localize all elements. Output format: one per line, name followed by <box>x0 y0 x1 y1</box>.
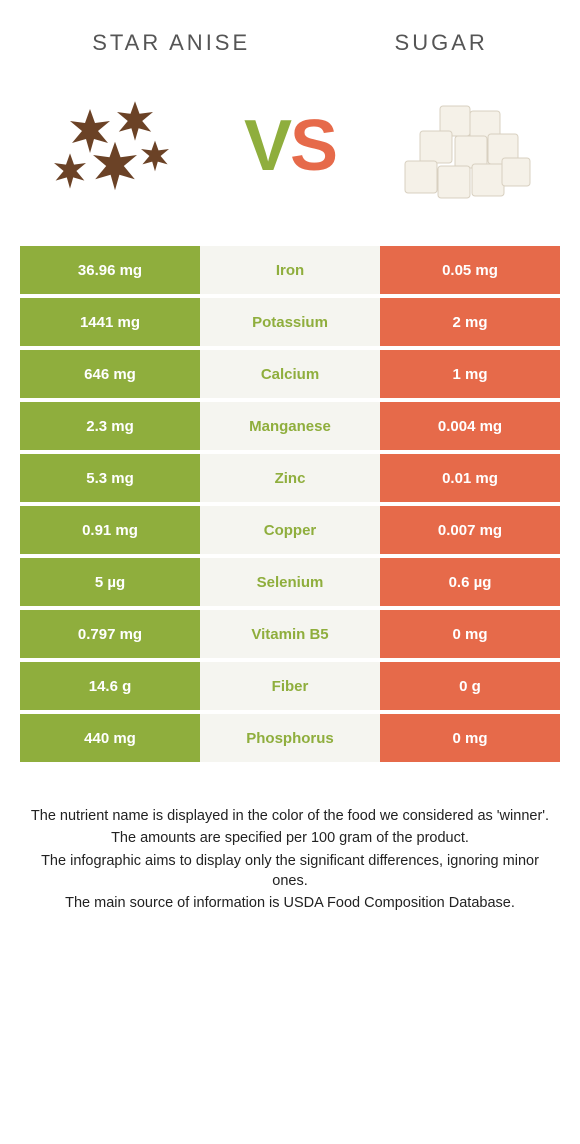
left-value-cell: 14.6 g <box>20 662 200 710</box>
right-value-cell: 0 g <box>380 662 560 710</box>
nutrient-label-cell: Manganese <box>200 402 380 450</box>
left-food-image <box>40 76 200 216</box>
left-value-cell: 2.3 mg <box>20 402 200 450</box>
left-value-cell: 440 mg <box>20 714 200 762</box>
nutrient-label-cell: Phosphorus <box>200 714 380 762</box>
table-row: 1441 mgPotassium2 mg <box>20 298 560 346</box>
footnote: The nutrient name is displayed in the co… <box>0 766 580 935</box>
footnote-line: The nutrient name is displayed in the co… <box>30 806 550 826</box>
sugar-cubes-icon <box>380 76 540 216</box>
table-row: 5 µgSelenium0.6 µg <box>20 558 560 606</box>
footnote-line: The infographic aims to display only the… <box>30 851 550 892</box>
left-value-cell: 0.91 mg <box>20 506 200 554</box>
left-value-cell: 36.96 mg <box>20 246 200 294</box>
table-row: 440 mgPhosphorus0 mg <box>20 714 560 762</box>
left-food-title: Star anise <box>92 30 250 56</box>
footnote-line: The main source of information is USDA F… <box>30 893 550 913</box>
nutrient-label-cell: Zinc <box>200 454 380 502</box>
nutrient-label-cell: Iron <box>200 246 380 294</box>
table-row: 14.6 gFiber0 g <box>20 662 560 710</box>
left-value-cell: 646 mg <box>20 350 200 398</box>
table-row: 36.96 mgIron0.05 mg <box>20 246 560 294</box>
left-value-cell: 0.797 mg <box>20 610 200 658</box>
right-value-cell: 2 mg <box>380 298 560 346</box>
left-value-cell: 5 µg <box>20 558 200 606</box>
right-value-cell: 0.004 mg <box>380 402 560 450</box>
left-value-cell: 1441 mg <box>20 298 200 346</box>
vs-label: VS <box>244 105 336 187</box>
right-value-cell: 0 mg <box>380 610 560 658</box>
right-value-cell: 0.007 mg <box>380 506 560 554</box>
footnote-line: The amounts are specified per 100 gram o… <box>30 828 550 848</box>
nutrient-label-cell: Selenium <box>200 558 380 606</box>
table-row: 0.91 mgCopper0.007 mg <box>20 506 560 554</box>
nutrient-table: 36.96 mgIron0.05 mg1441 mgPotassium2 mg6… <box>20 246 560 762</box>
table-row: 5.3 mgZinc0.01 mg <box>20 454 560 502</box>
right-food-title: Sugar <box>395 30 488 56</box>
right-value-cell: 0.01 mg <box>380 454 560 502</box>
right-value-cell: 1 mg <box>380 350 560 398</box>
table-row: 646 mgCalcium1 mg <box>20 350 560 398</box>
right-food-image <box>380 76 540 216</box>
vs-v-letter: V <box>244 106 290 186</box>
table-row: 2.3 mgManganese0.004 mg <box>20 402 560 450</box>
nutrient-label-cell: Calcium <box>200 350 380 398</box>
table-row: 0.797 mgVitamin B50 mg <box>20 610 560 658</box>
right-value-cell: 0.05 mg <box>380 246 560 294</box>
star-anise-icon <box>40 76 200 216</box>
nutrient-label-cell: Vitamin B5 <box>200 610 380 658</box>
nutrient-label-cell: Potassium <box>200 298 380 346</box>
header-row: Star anise Sugar <box>0 0 580 66</box>
vs-s-letter: S <box>290 106 336 186</box>
left-value-cell: 5.3 mg <box>20 454 200 502</box>
right-value-cell: 0 mg <box>380 714 560 762</box>
nutrient-label-cell: Fiber <box>200 662 380 710</box>
nutrient-label-cell: Copper <box>200 506 380 554</box>
right-value-cell: 0.6 µg <box>380 558 560 606</box>
vs-row: VS <box>0 66 580 246</box>
